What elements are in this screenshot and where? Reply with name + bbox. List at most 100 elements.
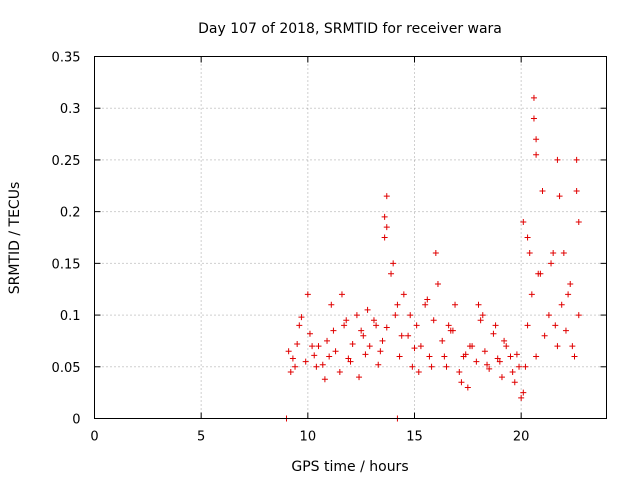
data-point <box>560 250 567 257</box>
x-tick-label: 5 <box>197 430 205 445</box>
data-point <box>415 368 422 375</box>
data-point <box>328 301 335 308</box>
data-point <box>370 317 377 324</box>
data-point <box>520 218 527 225</box>
data-point <box>484 361 491 368</box>
data-point <box>548 260 555 267</box>
data-point <box>479 312 486 319</box>
data-point <box>565 291 572 298</box>
data-point <box>545 312 552 319</box>
data-point <box>356 374 363 381</box>
data-point <box>475 301 482 308</box>
data-point <box>464 384 471 391</box>
data-point <box>511 379 518 386</box>
data-point <box>498 374 505 381</box>
data-point <box>341 322 348 329</box>
data-point <box>539 187 546 194</box>
data-point <box>501 337 508 344</box>
data-point <box>509 368 516 375</box>
data-point <box>411 345 418 352</box>
data-point <box>575 218 582 225</box>
data-point <box>315 343 322 350</box>
data-point <box>477 317 484 324</box>
data-point <box>503 343 510 350</box>
data-point <box>571 353 578 360</box>
data-point <box>298 314 305 321</box>
data-point <box>285 348 292 355</box>
data-point <box>494 355 501 362</box>
data-point <box>294 341 301 348</box>
data-point <box>518 394 525 401</box>
data-point <box>373 322 380 329</box>
data-point <box>528 291 535 298</box>
data-point <box>449 327 456 334</box>
data-point <box>296 322 303 329</box>
data-point <box>552 322 559 329</box>
data-point <box>554 156 561 163</box>
y-tick-label: 0.25 <box>52 154 81 169</box>
data-point <box>364 306 371 313</box>
y-tick-label: 0.05 <box>52 361 81 376</box>
data-point <box>362 351 369 358</box>
data-point <box>417 343 424 350</box>
data-point <box>424 296 431 303</box>
data-point <box>407 312 414 319</box>
data-point <box>396 353 403 360</box>
data-point <box>392 312 399 319</box>
axis-ticks: 0 5 10 15 20 0 0.05 0.1 0.15 0.2 0.25 0.3 0.35 <box>52 51 607 445</box>
data-point <box>304 291 311 298</box>
x-axis-label: GPS time / hours <box>291 459 408 475</box>
data-point <box>530 115 537 122</box>
data-point <box>309 343 316 350</box>
chart-title: Day 107 of 2018, SRMTID for receiver war… <box>198 21 502 37</box>
data-point <box>428 363 435 370</box>
data-point <box>311 352 318 359</box>
data-point <box>426 353 433 360</box>
data-point <box>287 368 294 375</box>
x-tick-label: 20 <box>513 430 530 445</box>
data-point <box>452 301 459 308</box>
data-point <box>377 348 384 355</box>
data-point <box>573 187 580 194</box>
data-point <box>405 332 412 339</box>
data-point <box>409 363 416 370</box>
data-point <box>575 312 582 319</box>
y-tick-label: 0.15 <box>52 257 81 272</box>
data-point <box>526 250 533 257</box>
data-point <box>302 358 309 365</box>
data-point <box>381 213 388 220</box>
y-tick-label: 0 <box>72 413 80 428</box>
data-point <box>430 317 437 324</box>
data-point <box>513 351 520 358</box>
plot-frame <box>94 56 607 419</box>
data-point <box>496 358 503 365</box>
grid-lines <box>94 56 607 419</box>
data-point <box>520 389 527 396</box>
data-point <box>486 365 493 372</box>
data-points <box>283 94 582 422</box>
data-point <box>516 363 523 370</box>
data-point <box>366 343 373 350</box>
data-point <box>473 358 480 365</box>
data-point <box>462 351 469 358</box>
data-point <box>383 193 390 200</box>
data-point <box>375 361 382 368</box>
data-point <box>541 332 548 339</box>
data-point <box>422 301 429 308</box>
data-point <box>324 337 331 344</box>
data-point <box>383 224 390 231</box>
data-point <box>492 322 499 329</box>
y-axis-label: SRMTID / TECUs <box>7 182 23 295</box>
data-point <box>533 136 540 143</box>
data-point <box>289 355 296 362</box>
x-tick-label: 15 <box>406 430 423 445</box>
data-point <box>330 327 337 334</box>
data-point <box>567 281 574 288</box>
data-point <box>347 358 354 365</box>
data-point <box>522 363 529 370</box>
data-point <box>388 270 395 277</box>
data-point <box>326 353 333 360</box>
data-point <box>398 332 405 339</box>
data-point <box>490 330 497 337</box>
data-point <box>562 327 569 334</box>
